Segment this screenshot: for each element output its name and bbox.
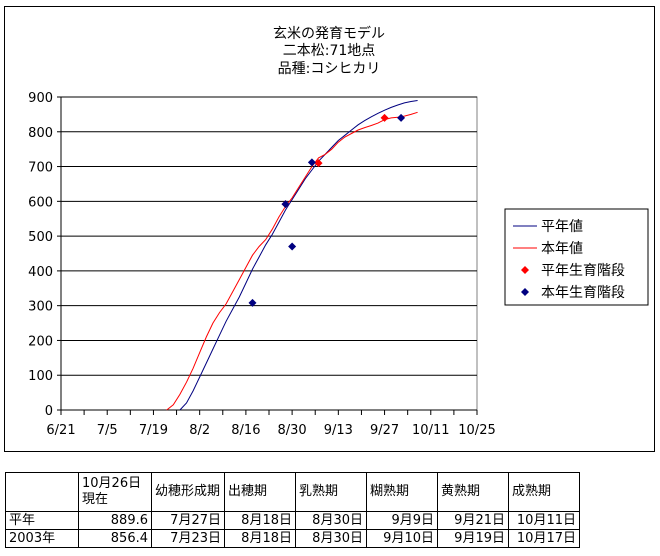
table-cell: 8月30日 [295, 511, 367, 530]
table-cell: 856.4 [78, 529, 152, 548]
legend-swatch [521, 288, 529, 296]
series-marker [397, 113, 406, 122]
series-line [179, 100, 418, 411]
chart-title-line: 品種:コシヒカリ [278, 61, 381, 77]
series-marker [307, 158, 316, 167]
table-header-cell: 黄熟期 [437, 472, 509, 512]
legend-swatch [521, 266, 529, 274]
legend-label: 平年生育階段 [541, 263, 625, 279]
series-line [166, 111, 418, 411]
table-cell: 889.6 [78, 511, 152, 530]
table-header-cell: 出穂期 [224, 472, 296, 512]
table-header-cell [5, 472, 79, 512]
table-header-cell: 幼穂形成期 [151, 472, 225, 512]
chart-title: 玄米の発育モデル 二本松:71地点 品種:コシヒカリ [273, 25, 385, 77]
table-header-row: 10月26日現在 幼穂形成期 出穂期 乳熟期 糊熟期 黄熟期 成熟期 [5, 472, 580, 512]
y-tick-label: 900 [28, 91, 53, 106]
table-header-cell: 糊熟期 [366, 472, 438, 512]
growth-stage-table: 10月26日現在 幼穂形成期 出穂期 乳熟期 糊熟期 黄熟期 成熟期 平年 88… [5, 472, 580, 548]
x-tick-label: 7/5 [97, 423, 118, 438]
y-tick-label: 300 [28, 300, 53, 315]
x-tick-label: 7/19 [139, 423, 168, 438]
y-tick-label: 0 [45, 404, 53, 419]
x-tick-label: 9/27 [370, 423, 399, 438]
chart-title-line: 玄米の発育モデル [273, 25, 385, 42]
table-header-cell: 10月26日現在 [78, 472, 152, 512]
legend-label: 本年値 [541, 241, 583, 257]
table-cell: 10月17日 [508, 529, 580, 548]
table-row: 平年 889.6 7月27日 8月18日 8月30日 9月9日 9月21日 10… [5, 511, 580, 530]
legend-box [504, 208, 649, 306]
table-row: 2003年 856.4 7月23日 8月18日 8月30日 9月10日 9月19… [5, 529, 580, 548]
series-marker [288, 242, 297, 251]
growth-chart: 玄米の発育モデル 二本松:71地点 品種:コシヒカリ 0 100 200 300 400… [28, 25, 649, 438]
plot-area: 0 100 200 300 400 500 600 700 800 900 6/21 7/5 7/19 8… [28, 91, 496, 438]
table-cell: 9月19日 [437, 529, 509, 548]
table-cell: 2003年 [5, 529, 79, 548]
y-tick-label: 200 [28, 334, 53, 349]
y-tick-label: 400 [28, 265, 53, 280]
series-marker [281, 200, 290, 209]
table-cell: 平年 [5, 511, 79, 530]
table-cell: 8月18日 [224, 511, 296, 530]
x-tick-label: 10/25 [458, 423, 495, 438]
table-cell: 9月10日 [366, 529, 438, 548]
chart-frame: 玄米の発育モデル 二本松:71地点 品種:コシヒカリ 0 100 200 300 400… [4, 6, 655, 452]
x-tick-label: 9/13 [324, 423, 353, 438]
series-marker [314, 159, 323, 168]
table-header-text: 10月26日現在 [82, 476, 142, 507]
series-marker [380, 113, 389, 122]
table-cell: 10月11日 [508, 511, 580, 530]
y-tick-label: 600 [28, 195, 53, 210]
table-cell: 9月9日 [366, 511, 438, 530]
chart-title-line: 二本松:71地点 [283, 43, 376, 59]
table-header-cell: 乳熟期 [295, 472, 367, 512]
y-tick-label: 700 [28, 161, 53, 176]
table-cell: 7月23日 [151, 529, 225, 548]
plot-frame [60, 96, 478, 411]
table-cell: 8月18日 [224, 529, 296, 548]
table-header-cell: 成熟期 [508, 472, 580, 512]
table-header-text: 幼穂形成期 [155, 484, 221, 499]
table-cell: 9月21日 [437, 511, 509, 530]
legend-label: 平年値 [541, 219, 583, 235]
x-tick-label: 6/21 [46, 423, 75, 438]
legend-label: 本年生育階段 [541, 285, 625, 301]
table-cell: 8月30日 [295, 529, 367, 548]
x-tick-label: 8/2 [189, 423, 210, 438]
x-tick-label: 10/11 [412, 423, 449, 438]
y-tick-label: 800 [28, 126, 53, 141]
y-tick-label: 500 [28, 230, 53, 245]
series-marker [248, 298, 257, 307]
x-tick-label: 8/16 [231, 423, 260, 438]
y-tick-label: 100 [28, 369, 53, 384]
x-tick-label: 8/30 [278, 423, 307, 438]
table-cell: 7月27日 [151, 511, 225, 530]
